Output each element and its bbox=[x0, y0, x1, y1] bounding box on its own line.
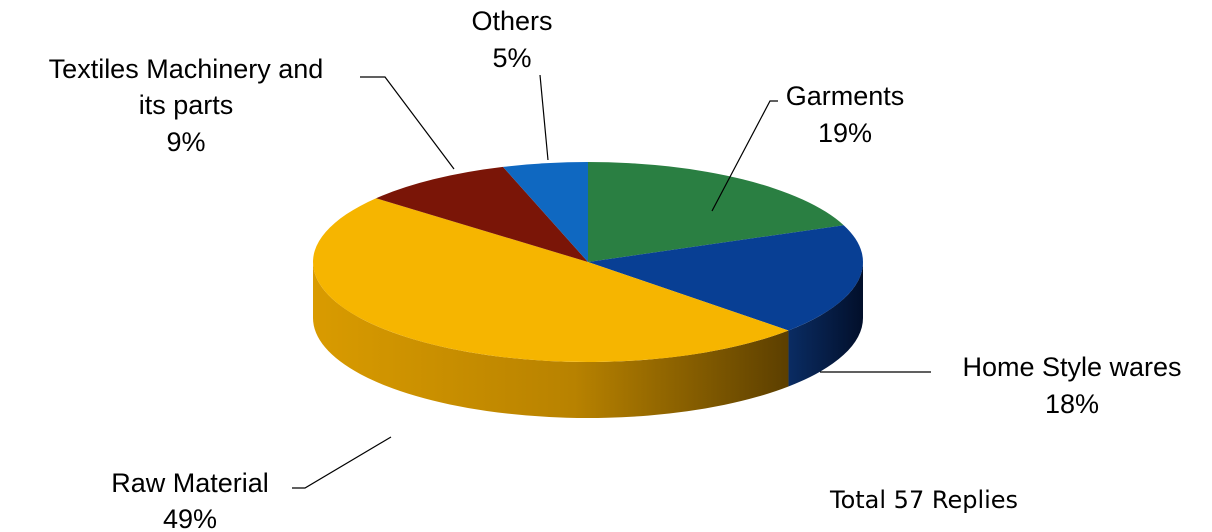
label-home-style-wares-percent: 18% bbox=[1045, 389, 1099, 419]
pie-side-walls bbox=[313, 262, 863, 418]
label-textiles-machinery-and-its-parts-percent: 9% bbox=[166, 127, 205, 157]
leader-line-raw-material bbox=[292, 436, 392, 489]
slice-labels: Garments 19% Home Style wares 18% Raw Materi… bbox=[49, 6, 1182, 532]
label-home-style-wares-name: Home Style wares bbox=[962, 352, 1181, 382]
pie-slice-others bbox=[503, 162, 588, 262]
pie-top-faces bbox=[312, 162, 864, 363]
leader-line-others bbox=[539, 74, 549, 161]
total-replies-note: Total 57 Replies bbox=[830, 486, 1019, 514]
label-garments-name: Garments bbox=[786, 81, 905, 111]
label-textiles-machinery-and-its-parts-name: its parts bbox=[139, 90, 234, 120]
label-others-percent: 5% bbox=[492, 43, 531, 73]
label-raw-material-percent: 49% bbox=[163, 504, 217, 532]
label-raw-material-name: Raw Material bbox=[111, 468, 269, 498]
pie-slice-home-style-wares bbox=[588, 225, 864, 331]
label-textiles-machinery-and-its-parts-name: Textiles Machinery and bbox=[49, 54, 324, 84]
leader-line-textiles-machinery-and-its-parts bbox=[360, 76, 455, 170]
pie-side-home-style-wares bbox=[788, 262, 863, 387]
pie-slice-textiles-machinery-and-its-parts bbox=[376, 166, 588, 262]
pie-slice-raw-material bbox=[312, 198, 789, 363]
label-others-name: Others bbox=[471, 6, 552, 36]
leader-line-garments bbox=[711, 100, 778, 212]
pie-slice-garments bbox=[588, 162, 844, 262]
label-garments-percent: 19% bbox=[818, 118, 872, 148]
leader-lines bbox=[292, 74, 931, 489]
pie-side-raw-material bbox=[313, 262, 789, 418]
